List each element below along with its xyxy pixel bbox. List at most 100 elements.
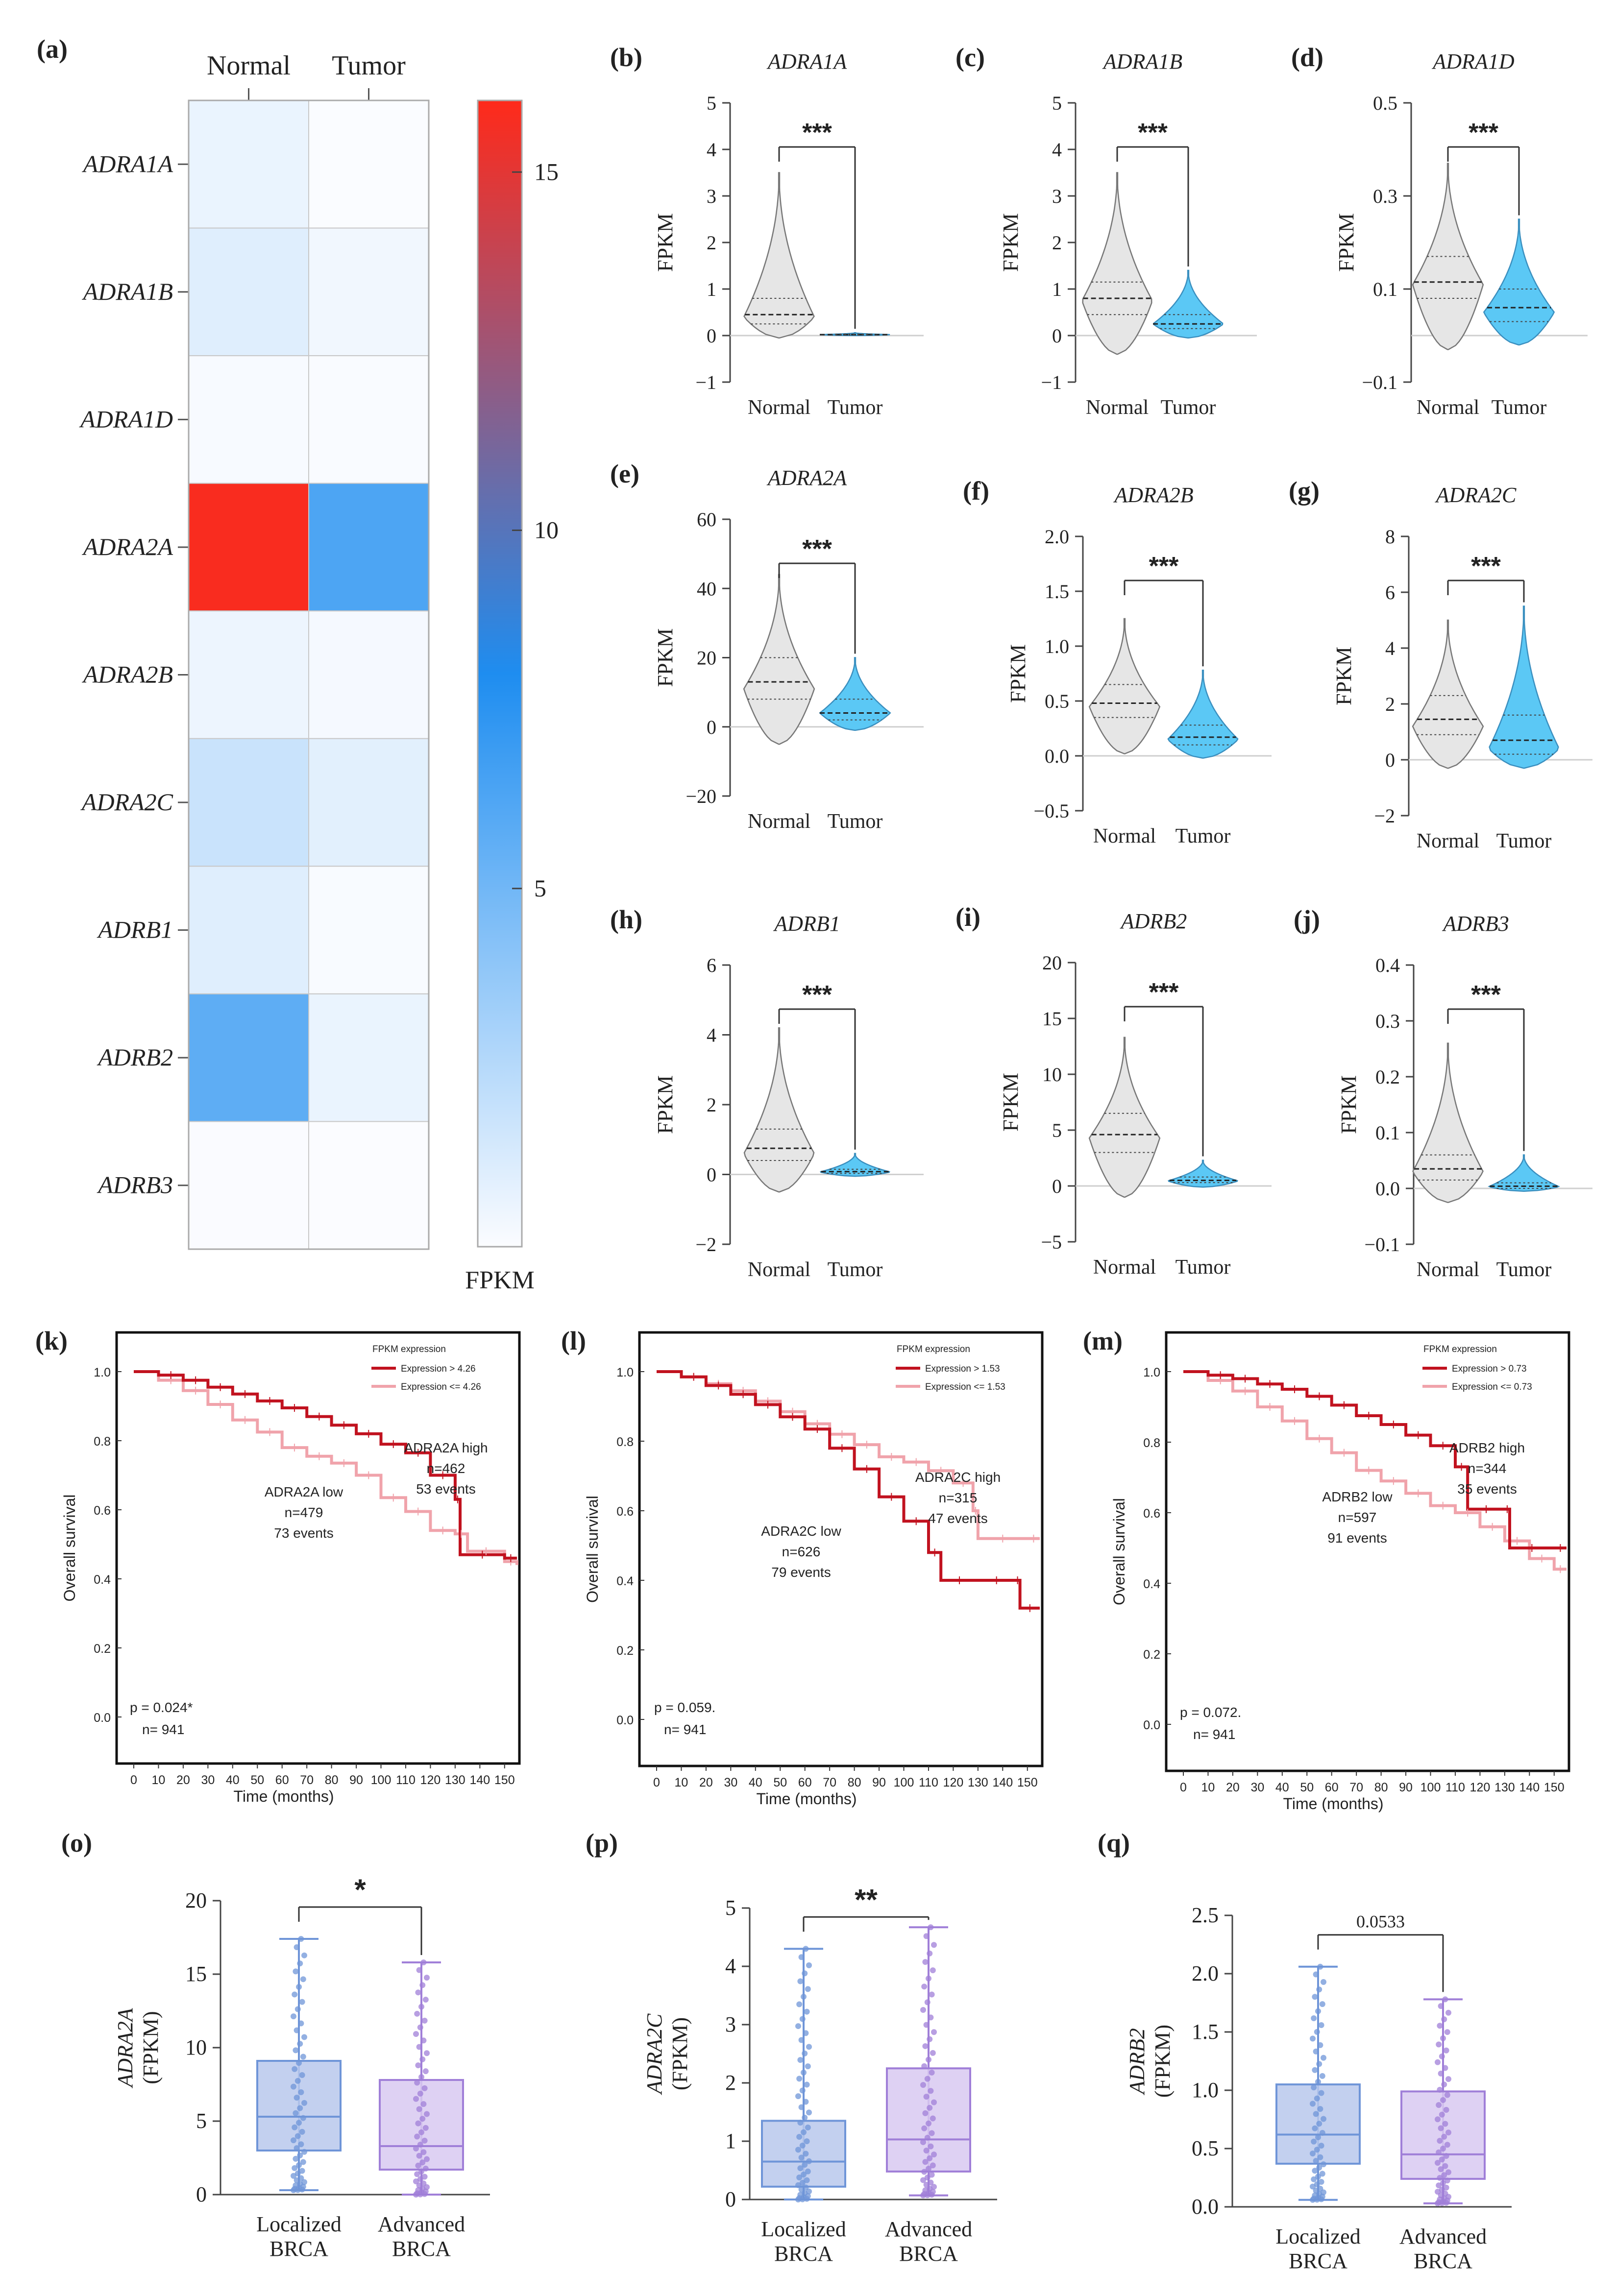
significance-label: ** (855, 1883, 878, 1916)
y-tick-label: 5 (1052, 1119, 1062, 1141)
km-y-tick-label: 0.4 (1143, 1577, 1160, 1591)
box-point-advanced (421, 2174, 428, 2180)
violin-panel-adra1b: (c) ADRA1B 5 4 3 2 1 0 −1 FPKM Normal Tumor *** (955, 43, 1257, 419)
km-x-tick-label: 20 (699, 1776, 713, 1789)
box-point-advanced (422, 1997, 429, 2003)
box-point-advanced (1438, 2070, 1444, 2077)
significance-label: *** (1469, 119, 1498, 147)
box-point-advanced (413, 2031, 419, 2037)
heatmap-row-label: ADRA1A (82, 150, 173, 177)
box-point-localized (803, 2184, 809, 2191)
box-point-localized (293, 2155, 299, 2162)
box-point-localized (1319, 2171, 1325, 2177)
km-x-tick-label: 70 (1349, 1781, 1363, 1794)
box-point-localized (294, 2095, 300, 2101)
km-y-tick-label: 0.8 (1143, 1436, 1160, 1450)
heatmap-cell (188, 100, 309, 229)
violin-panel-adra1a: (b) ADRA1A 5 4 3 2 1 0 −1 FPKM Normal Tumor *** (610, 43, 924, 419)
box-point-advanced (927, 2155, 933, 2161)
heatmap-cell (188, 866, 309, 994)
box-point-advanced (1437, 2023, 1443, 2029)
km-x-tick-label: 130 (968, 1776, 988, 1789)
box-point-localized (294, 2027, 300, 2033)
violin-tumor (1167, 670, 1239, 759)
y-tick-label: 60 (697, 508, 716, 531)
box-point-advanced (1436, 2041, 1442, 2048)
box-point-advanced (418, 2074, 424, 2080)
y-axis-label: ADRB2 (1125, 2028, 1149, 2095)
heatmap-cell (188, 227, 309, 357)
box-point-advanced (421, 2017, 428, 2024)
km-y-tick-label: 0.0 (94, 1711, 111, 1725)
box-point-localized (296, 1984, 302, 1990)
y-axis-label: FPKM (1332, 647, 1356, 705)
box-point-localized (806, 2044, 812, 2050)
y-tick-label: 2 (1052, 232, 1062, 254)
box-point-localized (294, 1944, 300, 1950)
km-x-tick-label: 130 (1494, 1781, 1515, 1794)
box-point-localized (798, 2104, 805, 2110)
x-category-label: Normal (748, 396, 810, 419)
box-point-localized (1319, 2073, 1325, 2079)
km-low-annotation: ADRA2C low (761, 1523, 841, 1539)
y-tick-label: 2 (707, 232, 716, 254)
heatmap-cell (188, 993, 309, 1122)
km-y-axis-label: Overall survival (61, 1495, 78, 1602)
box-point-localized (292, 2124, 298, 2130)
box-point-advanced (927, 1950, 933, 1957)
box-point-localized (300, 2054, 306, 2060)
y-tick-label: 1.0 (1045, 635, 1069, 657)
km-x-tick-label: 40 (226, 1773, 240, 1787)
box-point-localized (1317, 1963, 1323, 1970)
box-point-localized (801, 2171, 807, 2177)
box-point-advanced (414, 2079, 420, 2086)
box-point-advanced (419, 1982, 426, 1988)
panel-label: (o) (61, 1828, 92, 1858)
box-point-advanced (924, 1999, 930, 2006)
km-x-tick-label: 60 (275, 1773, 289, 1787)
km-legend-high: Expression > 4.26 (401, 1364, 476, 1374)
y-tick-label: 0 (707, 1164, 716, 1186)
km-curve-low (657, 1370, 1040, 1540)
y-tick-label: 20 (185, 1888, 207, 1912)
heatmap-cell (188, 738, 309, 867)
y-axis-label: FPKM (653, 213, 677, 272)
box-point-advanced (413, 2145, 419, 2151)
box-point-localized (301, 2149, 307, 2155)
box-point-localized (293, 2110, 299, 2116)
violin-panel-adra2a: (e) ADRA2A 60 40 20 0 −20 FPKM Normal Tumor *** (610, 459, 924, 833)
box-point-advanced (1437, 2138, 1443, 2144)
km-x-tick-label: 110 (919, 1776, 938, 1789)
box-point-localized (299, 2168, 305, 2174)
x-category-label: Tumor (1492, 396, 1547, 419)
box-point-localized (802, 2114, 808, 2121)
km-x-tick-label: 40 (1275, 1781, 1289, 1794)
y-tick-label: −20 (686, 785, 716, 807)
heatmap-column-label: Normal (207, 50, 291, 81)
box-point-advanced (1435, 2160, 1441, 2166)
km-legend-title: FPKM expression (1423, 1344, 1497, 1354)
panel-label: (a) (37, 34, 68, 64)
box-point-advanced (928, 2143, 934, 2150)
box-point-localized (293, 1968, 299, 1975)
box-point-advanced (921, 1983, 928, 1990)
box-point-localized (804, 2008, 810, 2015)
box-point-localized (796, 2076, 803, 2082)
violin-normal (1412, 619, 1484, 769)
box-point-advanced (1443, 2153, 1449, 2159)
km-low-annotation: 79 events (771, 1565, 831, 1580)
y-axis-label: FPKM (1334, 213, 1358, 272)
km-panel-0: (k) 1.0 0.8 0.6 0.4 0.2 0.0 Overall survival 0 10… (35, 1326, 521, 1805)
km-high-annotation: n=315 (939, 1490, 978, 1505)
y-tick-label: 5 (725, 1896, 736, 1920)
km-x-tick-label: 80 (325, 1773, 339, 1787)
x-category-label: Localized (761, 2217, 846, 2241)
box-point-advanced (929, 1991, 935, 1998)
y-tick-label: −0.5 (1033, 800, 1069, 822)
box-point-advanced (921, 2125, 928, 2131)
km-high-annotation: 35 events (1457, 1481, 1517, 1497)
box-point-localized (298, 1936, 304, 1942)
box-point-advanced (931, 2099, 937, 2105)
box-point-localized (795, 2093, 801, 2100)
y-axis-unit: (FPKM) (139, 2011, 163, 2084)
